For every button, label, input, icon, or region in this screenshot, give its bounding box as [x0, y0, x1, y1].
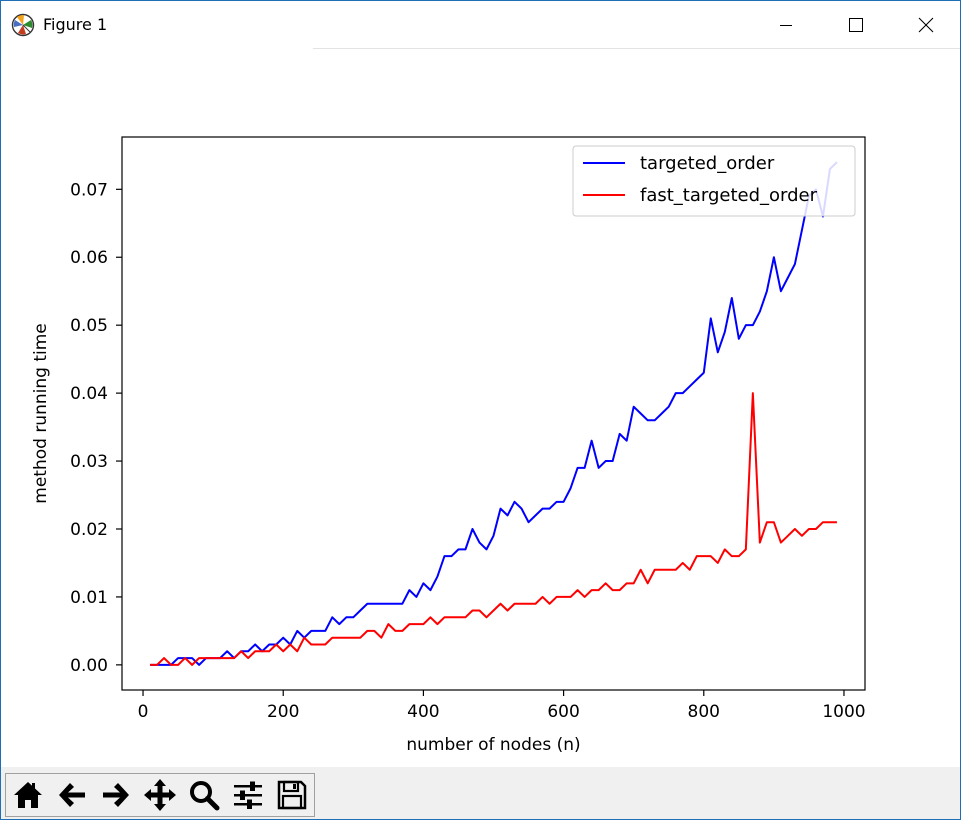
floppy-disk-icon — [277, 780, 307, 810]
x-tick-label: 600 — [547, 702, 579, 722]
arrow-left-icon — [59, 783, 85, 807]
x-tick-label: 0 — [138, 702, 149, 722]
close-icon — [918, 17, 934, 33]
save-button[interactable] — [270, 774, 314, 816]
pan-button[interactable] — [138, 774, 182, 816]
toolbar-buttons — [5, 773, 315, 817]
y-tick-label: 0.03 — [70, 452, 108, 472]
zoom-button[interactable] — [182, 774, 226, 816]
y-tick-label: 0.02 — [70, 520, 108, 540]
minimize-button[interactable] — [751, 1, 821, 49]
maximize-icon — [849, 18, 863, 32]
legend: targeted_order fast_targeted_order — [572, 145, 856, 217]
x-tick-label: 200 — [267, 702, 299, 722]
x-axis: 0 200 400 600 800 1000 — [138, 690, 866, 722]
y-tick-label: 0.05 — [70, 316, 108, 336]
navigation-toolbar — [1, 767, 960, 819]
x-tick-label: 800 — [688, 702, 720, 722]
arrow-right-icon — [103, 783, 129, 807]
matplotlib-logo-icon — [11, 13, 35, 37]
series-line-targeted-order — [150, 161, 838, 666]
configure-subplots-button[interactable] — [226, 774, 270, 816]
home-button[interactable] — [6, 774, 50, 816]
home-icon — [14, 782, 42, 808]
series-layer — [150, 161, 838, 666]
y-tick-label: 0.00 — [70, 656, 108, 676]
magnifier-icon — [190, 781, 220, 811]
back-button[interactable] — [50, 774, 94, 816]
y-tick-label: 0.07 — [70, 180, 108, 200]
title-bar[interactable]: Figure 1 — [1, 1, 960, 49]
figure-canvas[interactable]: 0 200 400 600 800 1000 0.00 0.01 0.02 0.03 0.04 0.… — [1, 49, 960, 767]
legend-box — [572, 145, 856, 217]
forward-button[interactable] — [94, 774, 138, 816]
minimize-icon — [780, 25, 792, 26]
y-axis-label: method running time — [31, 323, 51, 503]
x-tick-label: 400 — [407, 702, 439, 722]
y-tick-label: 0.06 — [70, 248, 108, 268]
maximize-button[interactable] — [821, 1, 891, 49]
line-chart[interactable]: 0 200 400 600 800 1000 0.000.010.020.030.040.… — [1, 49, 960, 767]
title-separator — [313, 48, 960, 49]
legend-label: targeted_order — [640, 153, 775, 174]
legend-label: fast_targeted_order — [640, 185, 818, 206]
y-axis: 0.00 0.01 0.02 0.03 0.04 0.05 0.06 0.07 — [70, 180, 122, 676]
sliders-icon — [234, 781, 262, 809]
y-tick-label: 0.04 — [70, 384, 108, 404]
x-axis-label: number of nodes (n) — [406, 735, 580, 755]
x-tick-label: 1000 — [822, 702, 865, 722]
axes-frame — [121, 136, 866, 691]
close-button[interactable] — [891, 1, 961, 49]
move-icon — [144, 779, 176, 811]
window-title: Figure 1 — [43, 15, 108, 34]
series-line-fast-targeted-order — [150, 392, 837, 666]
y-tick-label: 0.01 — [70, 588, 108, 608]
